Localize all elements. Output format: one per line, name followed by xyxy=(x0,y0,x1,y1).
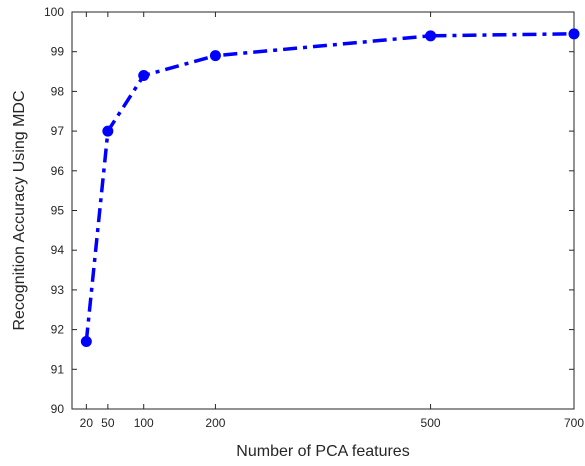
data-point-marker xyxy=(102,125,114,137)
x-tick-label: 200 xyxy=(205,416,225,430)
y-tick-label: 92 xyxy=(51,323,65,337)
y-tick-label: 97 xyxy=(51,124,65,138)
y-axis-ticks: 90 91 92 93 94 95 96 97 98 99 100 xyxy=(44,5,574,416)
series-line xyxy=(84,32,575,342)
data-point-marker xyxy=(209,50,221,62)
data-point-marker xyxy=(80,336,92,348)
series-layer xyxy=(80,28,580,348)
x-tick-label: 50 xyxy=(101,416,115,430)
x-tick-label: 100 xyxy=(134,416,154,430)
y-tick-label: 94 xyxy=(51,243,65,257)
x-tick-label: 700 xyxy=(564,416,584,430)
x-tick-label: 500 xyxy=(421,416,441,430)
y-tick-label: 99 xyxy=(51,45,65,59)
data-point-marker xyxy=(138,70,150,82)
data-point-marker xyxy=(425,30,437,42)
data-point-marker xyxy=(568,28,580,40)
x-axis-ticks: 20 50 100 200 500 700 xyxy=(80,12,584,430)
y-axis-label: Recognition Accuracy Using MDC xyxy=(11,90,28,330)
x-axis-label: Number of PCA features xyxy=(236,443,409,460)
y-tick-label: 96 xyxy=(51,164,65,178)
y-tick-label: 93 xyxy=(51,283,65,297)
y-tick-label: 95 xyxy=(51,204,65,218)
y-tick-label: 90 xyxy=(51,402,65,416)
x-tick-label: 20 xyxy=(80,416,94,430)
y-tick-label: 91 xyxy=(51,362,65,376)
y-tick-label: 98 xyxy=(51,84,65,98)
y-tick-label: 100 xyxy=(44,5,64,19)
plot-area xyxy=(71,11,575,410)
